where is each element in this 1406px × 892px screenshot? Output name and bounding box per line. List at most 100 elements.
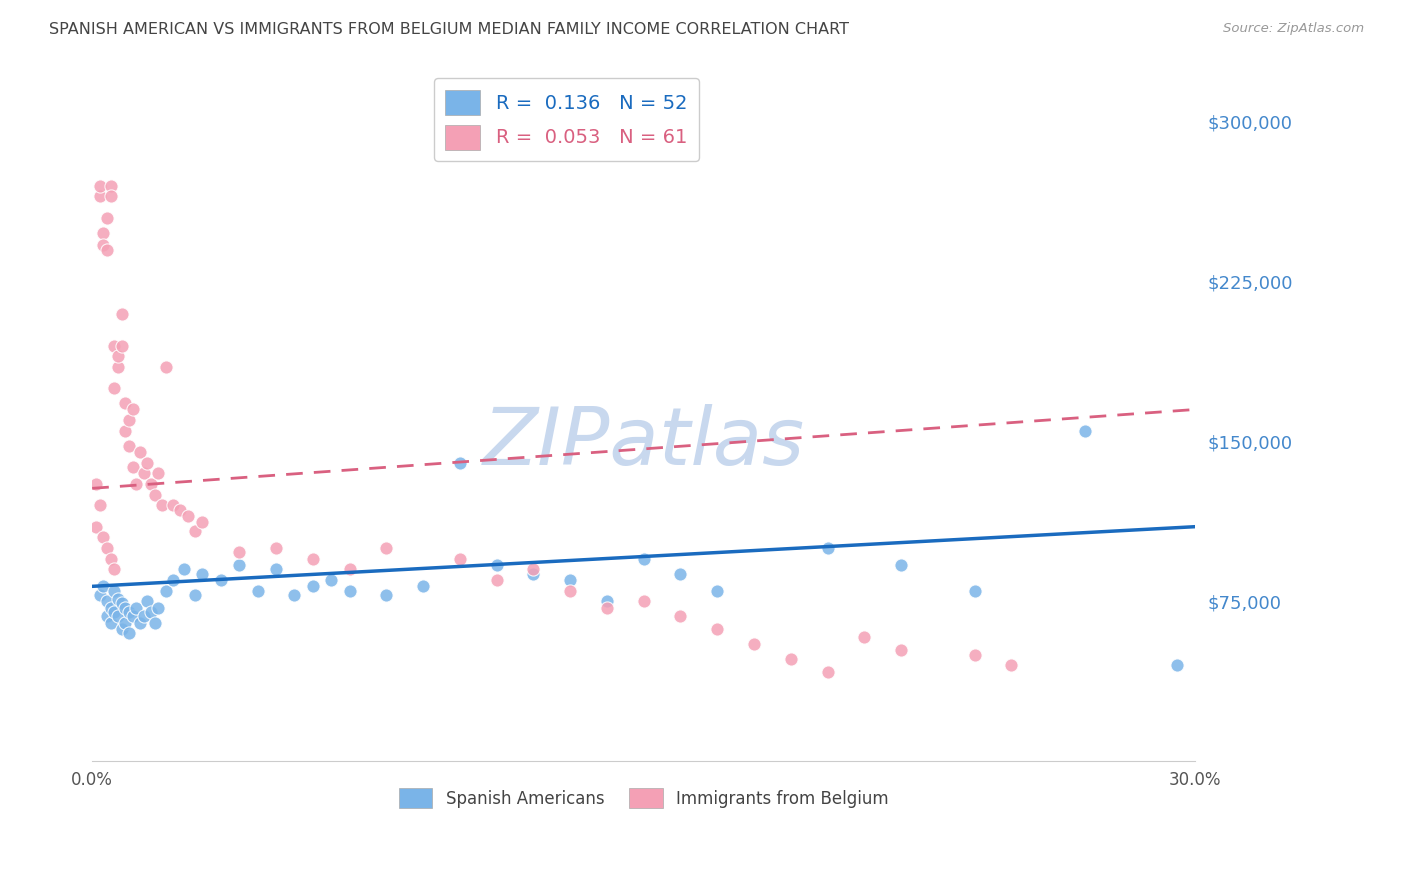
Point [118, 439, 141, 453]
Point [148, 467, 170, 481]
Point [110, 307, 132, 321]
Point [184, 588, 207, 602]
Point [191, 566, 214, 581]
Point [114, 396, 136, 410]
Point [706, 583, 728, 598]
Point [125, 600, 148, 615]
Point [103, 583, 125, 598]
Point [114, 424, 136, 438]
Point [118, 605, 141, 619]
Point [339, 562, 361, 576]
Point [114, 615, 136, 630]
Point [132, 609, 155, 624]
Point [522, 566, 544, 581]
Legend: Spanish Americans, Immigrants from Belgium: Spanish Americans, Immigrants from Belgi… [392, 781, 896, 815]
Point [246, 583, 269, 598]
Point [301, 551, 323, 566]
Point [103, 338, 125, 352]
Point [107, 592, 129, 607]
Point [100, 551, 122, 566]
Point [633, 551, 655, 566]
Point [162, 573, 184, 587]
Point [132, 467, 155, 481]
Text: ZIPatlas: ZIPatlas [482, 403, 804, 482]
Point [91, 579, 114, 593]
Point [139, 477, 162, 491]
Point [412, 579, 434, 593]
Point [84, 519, 107, 533]
Point [283, 588, 305, 602]
Point [817, 541, 839, 555]
Point [169, 502, 191, 516]
Point [100, 178, 122, 193]
Point [89, 499, 111, 513]
Point [742, 637, 765, 651]
Point [125, 477, 148, 491]
Point [96, 609, 118, 624]
Point [103, 605, 125, 619]
Point [100, 600, 122, 615]
Point [375, 541, 398, 555]
Point [560, 573, 582, 587]
Point [100, 615, 122, 630]
Point [103, 381, 125, 395]
Point [522, 562, 544, 576]
Point [706, 622, 728, 636]
Point [817, 665, 839, 679]
Point [143, 615, 166, 630]
Point [91, 238, 114, 252]
Point [1166, 658, 1188, 673]
Point [264, 562, 287, 576]
Point [173, 562, 195, 576]
Point [209, 573, 232, 587]
Point [91, 226, 114, 240]
Point [129, 445, 152, 459]
Point [110, 596, 132, 610]
Point [779, 652, 801, 666]
Point [107, 359, 129, 374]
Point [155, 583, 177, 598]
Point [121, 609, 143, 624]
Point [96, 594, 118, 608]
Point [103, 562, 125, 576]
Point [91, 530, 114, 544]
Point [136, 456, 159, 470]
Point [110, 622, 132, 636]
Point [1000, 658, 1022, 673]
Point [84, 477, 107, 491]
Point [107, 609, 129, 624]
Point [191, 516, 214, 530]
Point [129, 615, 152, 630]
Point [669, 566, 692, 581]
Point [890, 558, 912, 572]
Point [633, 594, 655, 608]
Point [264, 541, 287, 555]
Point [118, 626, 141, 640]
Point [96, 243, 118, 257]
Point [118, 413, 141, 427]
Point [89, 178, 111, 193]
Point [485, 573, 508, 587]
Point [449, 551, 471, 566]
Point [184, 524, 207, 538]
Text: SPANISH AMERICAN VS IMMIGRANTS FROM BELGIUM MEDIAN FAMILY INCOME CORRELATION CHA: SPANISH AMERICAN VS IMMIGRANTS FROM BELG… [49, 22, 849, 37]
Point [301, 579, 323, 593]
Point [1074, 424, 1097, 438]
Point [321, 573, 343, 587]
Point [121, 402, 143, 417]
Point [107, 349, 129, 363]
Point [96, 211, 118, 225]
Point [89, 588, 111, 602]
Point [96, 541, 118, 555]
Point [963, 583, 986, 598]
Point [121, 460, 143, 475]
Point [100, 189, 122, 203]
Point [560, 583, 582, 598]
Point [148, 600, 170, 615]
Text: Source: ZipAtlas.com: Source: ZipAtlas.com [1223, 22, 1364, 36]
Point [339, 583, 361, 598]
Point [110, 338, 132, 352]
Point [89, 189, 111, 203]
Point [449, 456, 471, 470]
Point [228, 545, 250, 559]
